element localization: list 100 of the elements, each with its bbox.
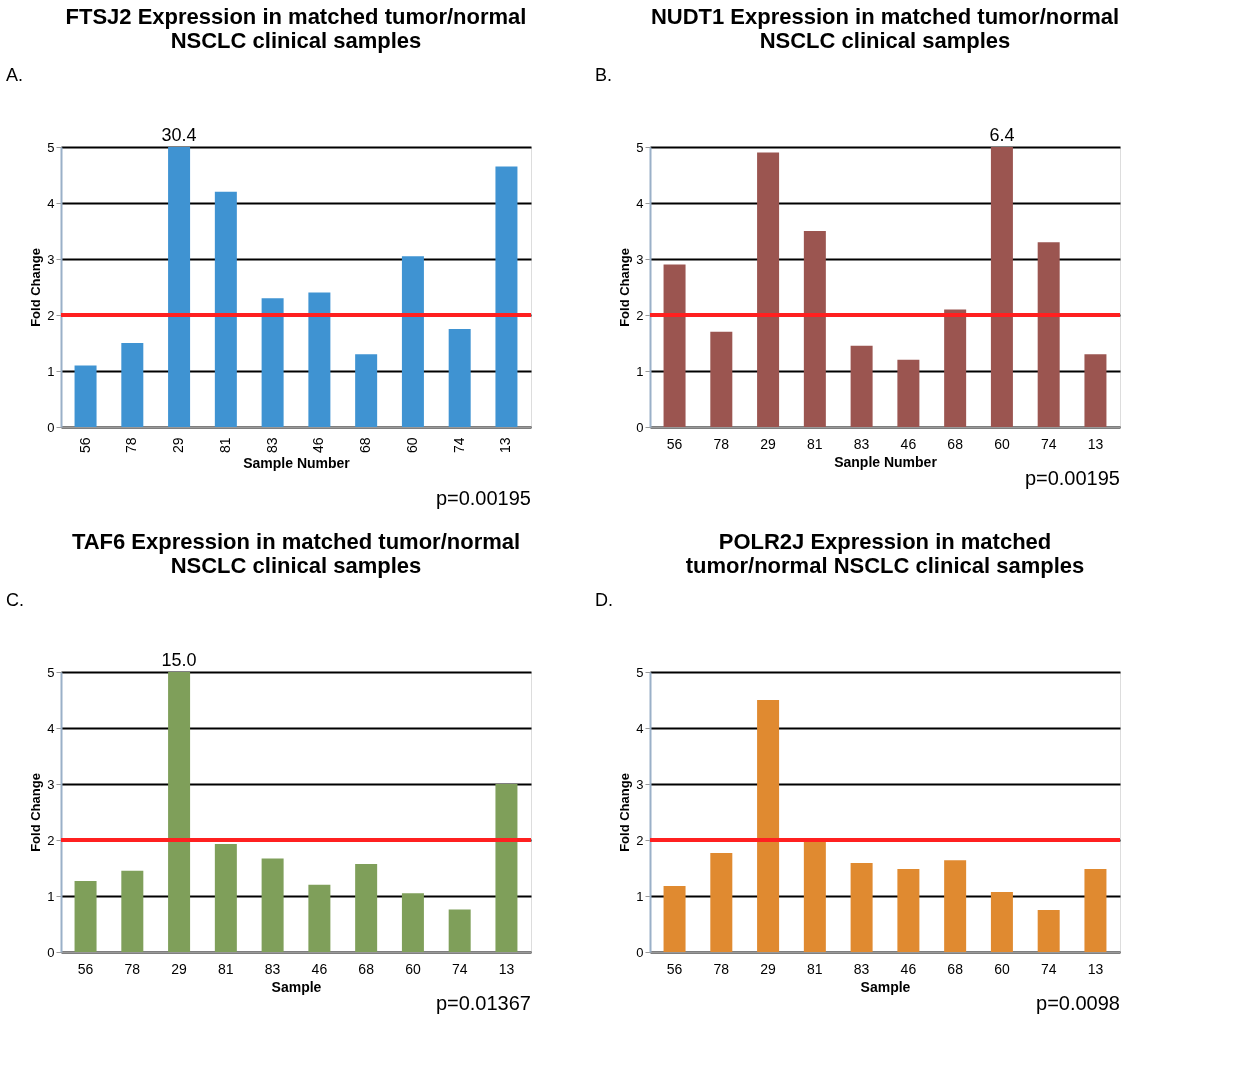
x-tick-label: 13 [498,960,515,977]
text: p=0.0098 [1036,992,1120,1014]
x-tick-label: 13 [1087,960,1104,977]
x-tick-label: 78 [124,960,141,977]
y-tick-label: 0 [636,944,644,960]
chart-title: TAF6 Expression in matched tumor/normal NSCLC clinical samples [71,529,521,578]
x-tick-label: 56 [666,435,683,452]
x-axis-title: Sample Number [243,455,351,472]
bar [897,869,920,952]
bar [308,884,331,952]
x-tick-label: 74 [1040,435,1057,452]
bar [850,345,873,427]
y-tick-label: 0 [636,419,644,435]
x-tick-label: 13 [497,437,514,454]
x-tick-label: 29 [760,960,777,977]
y-tick-label: 3 [636,776,644,792]
bar [121,870,144,952]
bar [710,852,733,952]
bar [897,359,920,427]
x-tick-label: 78 [123,437,140,454]
bar [448,909,471,952]
x-tick-label: 29 [171,960,188,977]
y-axis-title: Fold Change [617,248,633,327]
y-tick-label: 0 [47,944,55,960]
x-axis-title: Sanple Number [834,453,938,470]
y-tick-label: 4 [47,720,55,736]
bar [1084,869,1107,952]
bar [308,292,331,427]
bar [495,784,518,952]
x-tick-label: 46 [311,960,328,977]
bar [990,892,1013,952]
x-tick-label: 60 [405,960,421,977]
x-tick-label: 68 [358,960,375,977]
y-tick-label: 5 [47,664,55,680]
bar [401,893,424,952]
x-tick-label: 81 [807,960,823,977]
y-axis-title: Fold Change [617,773,633,852]
x-tick-label: 56 [77,960,94,977]
bar [663,264,686,427]
y-tick-label: 2 [47,832,55,848]
bar [1037,242,1060,427]
y-axis-title: Fold Change [28,248,44,327]
bar [74,365,97,427]
text: p=0.00195 [1024,467,1120,489]
text: A. [6,65,24,85]
y-tick-label: 1 [47,363,55,379]
x-tick-label: 81 [218,960,234,977]
y-tick-label: 4 [47,195,55,211]
bar [757,152,780,427]
x-tick-label: 83 [264,960,281,977]
y-tick-label: 4 [636,720,644,736]
y-tick-label: 5 [636,139,644,155]
bar [944,309,967,427]
annotation: 30.4 [161,125,197,145]
bar [850,862,873,952]
x-tick-label: 56 [76,437,93,454]
y-tick-label: 3 [636,251,644,267]
bar [261,858,284,952]
bar [757,700,780,952]
y-tick-label: 5 [47,139,55,155]
x-tick-label: 60 [994,960,1010,977]
x-tick-label: 46 [310,437,327,454]
x-tick-label: 83 [853,960,870,977]
x-tick-label: 60 [994,435,1010,452]
x-tick-label: 83 [263,437,280,454]
x-tick-label: 78 [713,435,730,452]
annotation: 6.4 [989,125,1015,145]
text: p=0.00195 [435,487,531,509]
bar [401,256,424,427]
y-tick-label: 1 [636,363,644,379]
x-tick-label: 74 [1040,960,1057,977]
bar [1084,354,1107,427]
bar [803,841,826,952]
x-tick-label: 81 [216,437,233,454]
bar [168,147,191,427]
bar [448,329,471,427]
bar [495,166,518,427]
bar [74,880,97,952]
bar [214,843,237,952]
y-tick-label: 1 [47,888,55,904]
x-tick-label: 81 [807,435,823,452]
text: C. [6,590,24,610]
bar [710,331,733,427]
bar [663,885,686,952]
x-tick-label: 60 [403,437,420,454]
chart-title: FTSJ2 Expression in matched tumor/normal NSCLC clinical samples [65,4,527,53]
y-tick-label: 0 [47,419,55,435]
y-tick-label: 2 [636,307,644,323]
x-tick-label: 74 [451,960,468,977]
x-tick-label: 56 [666,960,683,977]
bar [944,860,967,952]
bar [355,354,378,427]
bar [168,672,191,952]
bar [121,343,144,427]
bar [803,231,826,427]
bar [214,191,237,427]
y-tick-label: 3 [47,251,55,267]
y-tick-label: 2 [47,307,55,323]
text: D. [595,590,613,610]
x-tick-label: 74 [450,437,467,454]
